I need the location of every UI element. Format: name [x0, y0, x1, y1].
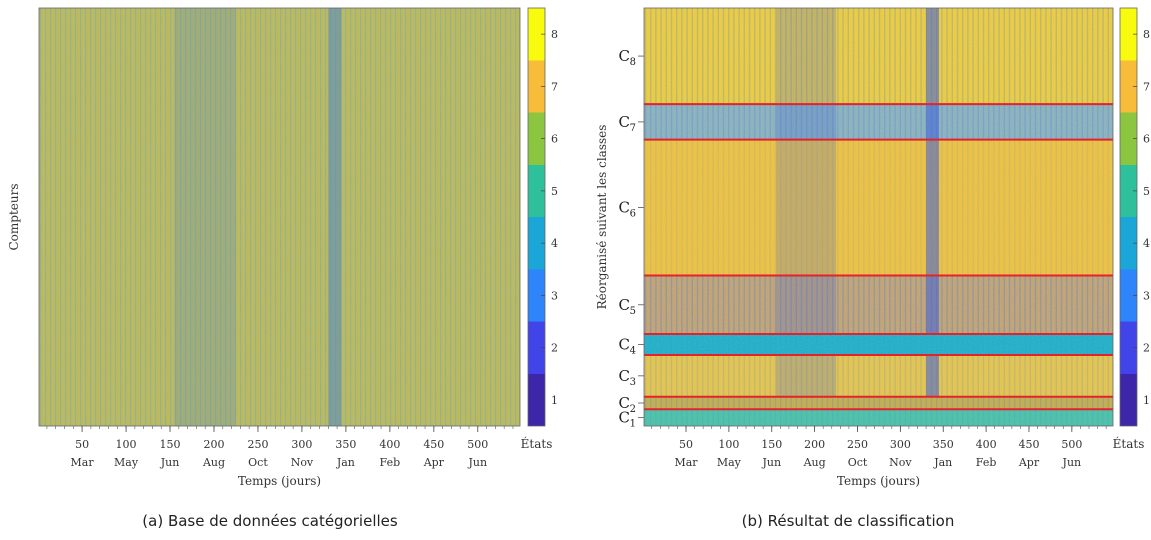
colorbar-tick-label: 4 — [1143, 237, 1150, 250]
colorbar-label: États — [1113, 436, 1145, 451]
colorbar: 1 2 3 4 5 6 7 8 États — [1113, 7, 1150, 451]
class-label-sub: 5 — [630, 306, 636, 317]
y-axis-label: Réorganisé suivant les classes — [595, 125, 609, 310]
heatmap-panel-b: C 8C 7C 6C 5C 4C 3C 2C 150Mar100May150Jun200Aug2… — [595, 7, 1150, 488]
colorbar-tick-label: 3 — [551, 289, 558, 302]
class-label: C — [619, 47, 630, 65]
colorbar-label: États — [521, 436, 553, 451]
x-tick-label: 50 — [679, 438, 693, 451]
month-tick-label: Apr — [423, 456, 445, 469]
x-tick-label: 200 — [203, 438, 224, 451]
colorbar-tick-label: 7 — [1143, 80, 1150, 93]
colorbar-tick-label: 1 — [551, 394, 558, 407]
x-tick-label: 400 — [976, 438, 997, 451]
x-tick-label: 300 — [890, 438, 911, 451]
x-axis-label: Temps (jours) — [238, 474, 321, 488]
class-label-sub: 1 — [630, 419, 636, 430]
x-tick-label: 150 — [160, 438, 181, 451]
month-tick-label: Oct — [248, 456, 268, 469]
x-tick-label: 450 — [423, 438, 444, 451]
month-tick-label: Jun — [1062, 456, 1082, 469]
class-label: C — [619, 367, 630, 385]
x-axis-label: Temps (jours) — [837, 474, 920, 488]
caption-b: (b) Résultat de classification — [742, 512, 955, 530]
class-label-sub: 3 — [630, 377, 636, 388]
x-tick-label: 350 — [335, 438, 356, 451]
class-label-sub: 8 — [630, 57, 636, 68]
month-tick-label: Mar — [674, 456, 698, 469]
month-tick-label: Aug — [803, 456, 826, 469]
class-label: C — [619, 409, 630, 427]
month-tick-label: Feb — [380, 456, 401, 469]
x-tick-label: 100 — [718, 438, 739, 451]
month-tick-label: Jan — [933, 456, 952, 469]
colorbar-tick-label: 5 — [551, 185, 558, 198]
month-tick-label: Mar — [71, 456, 95, 469]
class-label-sub: 4 — [630, 345, 636, 356]
month-tick-label: Aug — [202, 456, 225, 469]
colorbar-tick-label: 8 — [1143, 28, 1150, 41]
colorbar-tick-label: 5 — [1143, 185, 1150, 198]
y-axis-label: Compteurs — [7, 183, 21, 250]
class-label: C — [619, 199, 630, 217]
colorbar-tick-label: 7 — [551, 80, 558, 93]
class-label-sub: 7 — [630, 123, 636, 134]
class-label-sub: 2 — [630, 404, 636, 415]
month-tick-label: Jun — [761, 456, 781, 469]
colorbar-tick-label: 3 — [1143, 289, 1150, 302]
month-tick-label: Nov — [889, 456, 912, 469]
caption-a: (a) Base de données catégorielles — [142, 512, 398, 530]
class-label: C — [619, 394, 630, 412]
plot-frame — [38, 7, 521, 427]
colorbar-tick-label: 2 — [551, 342, 558, 355]
heatmap-cells — [39, 8, 520, 426]
colorbar-tick-label: 4 — [551, 237, 558, 250]
month-tick-label: Jun — [160, 456, 180, 469]
heatmap-panel-a: 50 Mar 100 May 150 Jun 200 Aug 250 Oct 300 Nov 350 Ja… — [7, 7, 558, 488]
month-tick-label: Apr — [1018, 456, 1040, 469]
x-tick-label: 350 — [933, 438, 954, 451]
colorbar-tick-label: 6 — [1143, 133, 1150, 146]
x-tick-label: 400 — [379, 438, 400, 451]
month-tick-label: Nov — [291, 456, 314, 469]
x-tick-label: 150 — [761, 438, 782, 451]
class-label: C — [619, 335, 630, 353]
colorbar-tick-label: 8 — [551, 28, 558, 41]
colorbar-tick-label: 6 — [551, 133, 558, 146]
month-tick-label: May — [114, 456, 139, 469]
month-tick-label: Oct — [848, 456, 868, 469]
x-tick-label: 200 — [804, 438, 825, 451]
heatmap-cells — [644, 8, 1113, 426]
month-tick-label: May — [717, 456, 742, 469]
colorbar-tick-label: 1 — [1143, 394, 1150, 407]
x-tick-label: 50 — [75, 438, 89, 451]
x-tick-label: 250 — [847, 438, 868, 451]
x-tick-label: 450 — [1018, 438, 1039, 451]
colorbar: 1 2 3 4 5 6 7 8 États — [521, 7, 558, 451]
class-label-sub: 6 — [630, 209, 636, 220]
x-tick-label: 250 — [247, 438, 268, 451]
month-tick-label: Jun — [467, 456, 487, 469]
x-tick-label: 100 — [116, 438, 137, 451]
month-tick-label: Feb — [976, 456, 997, 469]
x-tick-label: 300 — [291, 438, 312, 451]
colorbar-tick-label: 2 — [1143, 342, 1150, 355]
plot-frame — [643, 7, 1114, 427]
month-tick-label: Jan — [336, 456, 355, 469]
x-tick-label: 500 — [1061, 438, 1082, 451]
class-label: C — [619, 296, 630, 314]
x-tick-label: 500 — [467, 438, 488, 451]
class-label: C — [619, 113, 630, 131]
